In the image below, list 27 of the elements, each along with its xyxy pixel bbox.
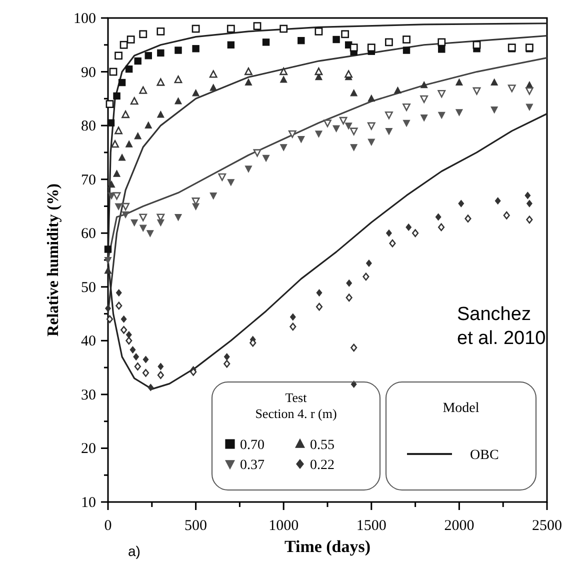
legend-title: Test Section 4. r (m) xyxy=(255,390,337,421)
x-tick-label: 1500 xyxy=(356,518,386,534)
y-tick-label: 60 xyxy=(81,226,96,242)
legend-label: 0.70 xyxy=(240,438,264,453)
y-tick-label: 20 xyxy=(81,441,96,458)
legend-label: 0.37 xyxy=(240,458,264,473)
annotation: Model xyxy=(442,401,480,416)
x-tick-label: 500 xyxy=(184,518,208,534)
legend-label: 0.55 xyxy=(310,438,334,453)
y-axis-title: Relative humidity (%) xyxy=(45,184,62,336)
y-tick-label: 90 xyxy=(81,64,96,81)
y-tick-label: 40 xyxy=(81,334,96,350)
x-tick-label: 2000 xyxy=(444,518,474,534)
y-tick-label: 10 xyxy=(81,495,96,511)
y-tick-label: 50 xyxy=(81,280,96,296)
legend-label: OBC xyxy=(470,448,499,463)
x-tick-label: 2500 xyxy=(532,518,562,534)
x-tick-label: 1000 xyxy=(268,518,299,534)
y-tick-label: 100 xyxy=(74,11,96,27)
y-tick-label: 70 xyxy=(81,172,96,188)
annotation: Sanchez et al. 2010 xyxy=(457,304,546,349)
x-axis-title: Time (days) xyxy=(284,537,371,556)
legend-label: 0.22 xyxy=(310,458,334,473)
x-tick-label: 0 xyxy=(104,518,112,534)
y-tick-label: 30 xyxy=(81,387,96,404)
text: a) xyxy=(128,543,140,559)
y-tick-label: 80 xyxy=(81,118,96,135)
